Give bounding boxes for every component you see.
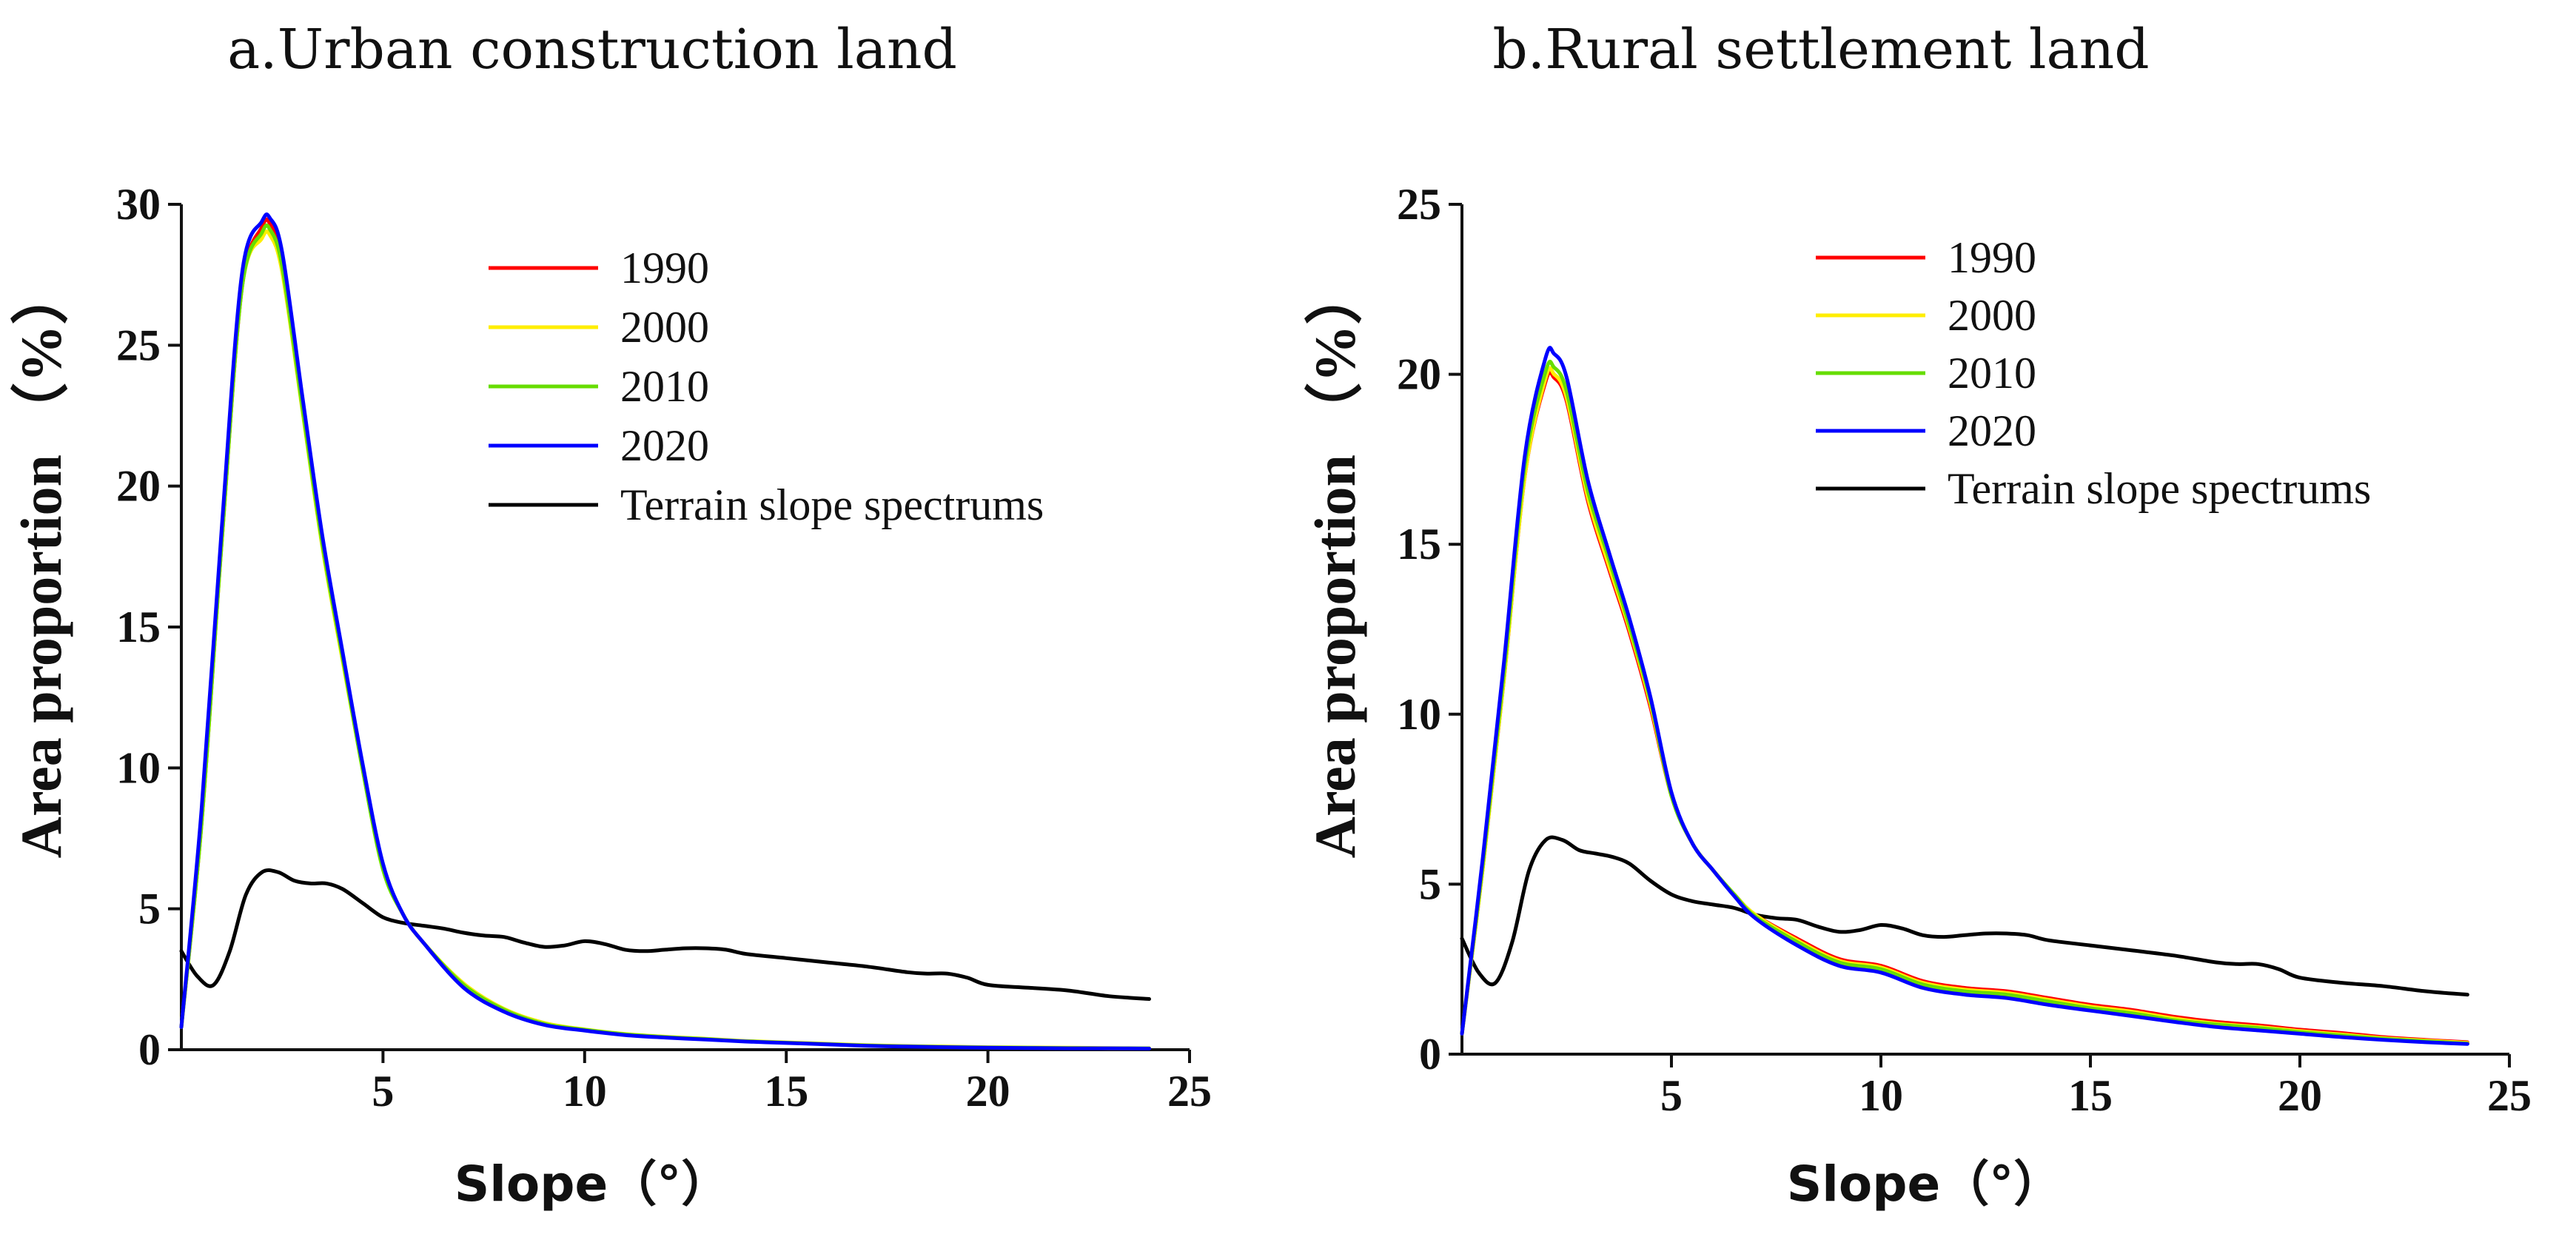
legend: 1990 2000 2010 2020 Terrain slope spectrums bbox=[489, 244, 1044, 529]
legend: 1990 2000 2010 2020 Terrain slope spectrums bbox=[1816, 233, 2371, 513]
series-line-2020 bbox=[179, 212, 1151, 1050]
series-line-terrain-slope-spectrums bbox=[179, 868, 1151, 1001]
series-line-2020 bbox=[1460, 346, 2469, 1046]
y-tick-label: 25 bbox=[1397, 180, 1441, 229]
x-tick-label: 10 bbox=[1859, 1071, 1903, 1120]
legend-label: 1990 bbox=[620, 244, 709, 292]
legend-label: 2000 bbox=[620, 303, 709, 352]
series-line-terrain-slope-spectrums bbox=[1460, 835, 2469, 997]
x-tick-label: 10 bbox=[563, 1067, 607, 1116]
chart-title: b.Rural settlement land bbox=[1492, 18, 2149, 81]
legend-label: 2020 bbox=[620, 421, 709, 470]
x-tick-label: 20 bbox=[966, 1067, 1010, 1116]
y-tick-label: 10 bbox=[1397, 690, 1441, 739]
y-tick-label: 25 bbox=[116, 321, 161, 369]
legend-label: 2020 bbox=[1948, 406, 2036, 455]
x-tick-label: 20 bbox=[2278, 1071, 2322, 1120]
y-tick-label: 30 bbox=[116, 180, 161, 229]
y-tick-label: 20 bbox=[1397, 350, 1441, 399]
x-tick-label: 5 bbox=[372, 1067, 394, 1116]
series-line-2000 bbox=[179, 229, 1151, 1050]
legend-label: 2010 bbox=[620, 362, 709, 411]
x-tick-label: 15 bbox=[2068, 1071, 2113, 1120]
legend-label: Terrain slope spectrums bbox=[1948, 464, 2371, 513]
legend-label: 2010 bbox=[1948, 349, 2036, 398]
chart-b: b.Rural settlement land 0 5 10 15 20 25 5 10 15 20… bbox=[1303, 18, 2532, 1213]
x-tick-label: 15 bbox=[764, 1067, 808, 1116]
x-tick-label: 5 bbox=[1660, 1071, 1683, 1120]
legend-label: Terrain slope spectrums bbox=[620, 480, 1044, 529]
y-tick-label: 5 bbox=[138, 885, 161, 933]
chart-a: a.Urban construction land 0 5 10 15 20 25 30 5 10… bbox=[9, 18, 1212, 1213]
y-tick-label: 10 bbox=[116, 743, 161, 792]
y-tick-label: 0 bbox=[1419, 1030, 1441, 1079]
y-tick-label: 15 bbox=[1397, 520, 1441, 569]
y-tick-label: 0 bbox=[138, 1025, 161, 1074]
chart-title: a.Urban construction land bbox=[227, 18, 957, 81]
y-axis-label: Area proportion （%） bbox=[9, 267, 73, 859]
y-tick-label: 5 bbox=[1419, 859, 1441, 908]
y-tick-label: 20 bbox=[116, 462, 161, 511]
x-tick-label: 25 bbox=[1167, 1067, 1212, 1116]
legend-label: 1990 bbox=[1948, 233, 2036, 282]
x-tick-label: 25 bbox=[2487, 1071, 2532, 1120]
x-axis-label: Slope（°） bbox=[455, 1156, 731, 1213]
legend-label: 2000 bbox=[1948, 291, 2036, 340]
y-tick-label: 15 bbox=[116, 603, 161, 651]
y-axis-label: Area proportion （%） bbox=[1303, 267, 1367, 859]
x-axis-label: Slope（°） bbox=[1787, 1156, 2063, 1213]
